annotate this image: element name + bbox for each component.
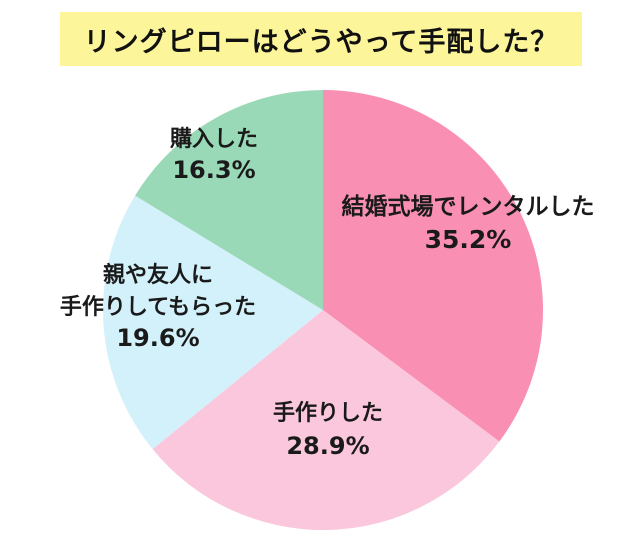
slice-category-label: 購入した	[170, 127, 258, 152]
slice-value-label: 19.6%	[116, 324, 199, 352]
pie-slice	[135, 90, 323, 310]
slice-category-label: 手作りした	[273, 401, 383, 426]
chart-title-banner: リングピローはどうやって手配した？	[60, 12, 582, 66]
pie-slice	[103, 195, 324, 450]
slice-category-label: 親や友人に	[103, 263, 213, 288]
pie-slices	[103, 90, 543, 530]
slice-value-label: 16.3%	[172, 156, 255, 184]
chart-title: リングピローはどうやって手配した？	[83, 26, 559, 58]
slice-value-label: 35.2%	[425, 225, 512, 254]
slice-value-label: 28.9%	[286, 432, 369, 460]
pie-slice	[323, 90, 543, 442]
slice-category-label: 手作りしてもらった	[60, 295, 256, 320]
pie-slice	[152, 310, 500, 530]
slice-category-label: 結婚式場でレンタルした	[342, 193, 595, 220]
pie-labels: 結婚式場でレンタルした 35.2% 手作りした 28.9% 親や友人に手作りしてもらった…	[60, 127, 595, 460]
